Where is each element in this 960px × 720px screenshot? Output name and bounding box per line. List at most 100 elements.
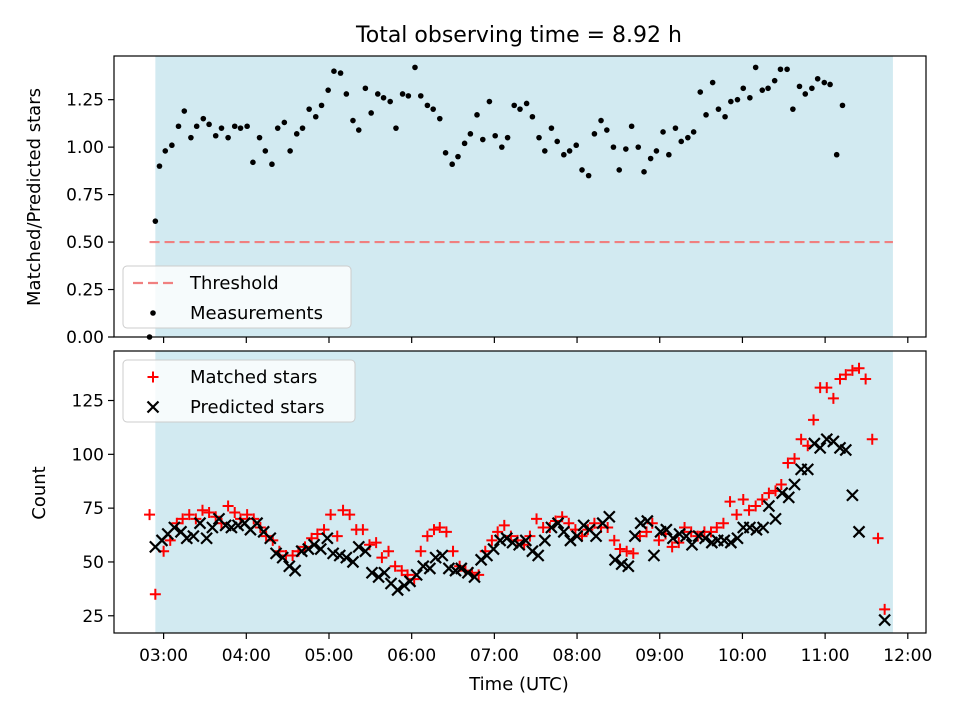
top-measurements-point [771,77,778,84]
bottom-y-tick-label: 100 [72,445,104,465]
bottom-matched-stars-point [325,509,337,521]
top-measurements-point [666,151,672,158]
bottom-x-tick-label: 05:00 [304,646,353,666]
top-measurements-point [442,150,449,156]
top-measurements-point [350,117,356,124]
bottom-matched-stars-point [827,392,839,404]
x-axis-label: Time (UTC) [468,674,569,695]
bottom-predicted-stars-point [660,523,673,536]
bottom-matched-stars-point [614,543,626,555]
top-measurements-point [299,125,306,131]
bottom-predicted-stars-point [603,510,616,524]
top-legend-box [122,265,352,329]
top-measurements-point [486,98,493,105]
top-measurements-point [169,142,175,149]
bottom-matched-stars-point [608,534,620,546]
top-measurements-point [325,87,331,93]
top-measurements-point [218,125,225,131]
bottom-predicted-stars-point [622,559,635,573]
top-measurements-point [455,153,461,160]
bottom-x-tick-label: 04:00 [222,646,271,666]
bottom-matched-stars-point [782,457,794,469]
bottom-matched-stars-point [383,545,395,557]
top-measurements-point [827,81,833,88]
bottom-matched-stars-point [879,603,891,615]
bottom-predicted-stars-point [435,549,449,562]
top-measurements-point [237,125,244,131]
top-measurements-point [678,138,685,145]
bottom-matched-stars-point [621,545,633,557]
bottom-matched-stars-point [229,506,241,518]
top-measurements-point [467,131,474,137]
bottom-matched-stars-point [588,517,600,529]
bottom-predicted-stars-point [545,521,558,534]
top-measurements-point [430,106,436,112]
bottom-predicted-stars-point [314,542,327,556]
top-measurements-point [765,85,771,92]
bottom-predicted-stars-point [756,521,770,534]
bottom-matched-stars-point [447,545,459,557]
top-measurements-point [380,94,387,101]
bottom-predicted-stars-point [762,499,776,513]
top-measurements-point [436,115,443,122]
bottom-matched-stars-point [357,524,369,536]
bottom-matched-stars-point [679,522,691,534]
top-measurements-point [833,151,840,158]
top-measurements-point [610,144,617,150]
bottom-predicted-stars-point [551,516,565,530]
top-measurements-point [536,134,542,141]
bottom-matched-stars-point [149,588,161,600]
bottom-predicted-stars-point [641,514,654,528]
bottom-matched-stars-point [724,496,736,508]
top-y-tick-label: 0.00 [66,328,104,348]
bottom-matched-stars-point [795,433,807,445]
top-measurements-point [740,85,747,92]
top-measurements-point [517,106,523,112]
bottom-predicted-stars-point [557,525,571,539]
top-measurements-point [244,123,250,130]
bottom-predicted-stars-point [589,529,603,543]
top-measurements-point [374,91,381,97]
top-measurements-point [604,127,610,133]
top-measurements-point [685,134,691,141]
top-measurements-point [542,148,548,154]
top-measurements-point [548,125,555,131]
bottom-x-tick-label: 08:00 [553,646,602,666]
top-measurements-point [591,131,598,137]
bottom-matched-stars-point [428,524,440,536]
bottom-matched-stars-point [866,433,878,445]
bottom-predicted-stars-point [628,529,642,543]
top-measurements-point [579,167,585,173]
top-measurements-point [387,98,393,105]
top-measurements-point [523,100,530,107]
bottom-predicted-stars-point [423,562,437,575]
top-measurements-point [274,125,281,131]
top-y-axis-label: Matched/Predicted stars [24,88,45,306]
bottom-matched-stars-point [821,382,833,394]
top-y-tick-label: 1.00 [66,138,104,158]
top-measurements-point [368,110,374,116]
top-measurements-point [616,167,623,173]
top-measurements-point [499,144,505,150]
top-measurements-point [181,108,188,114]
figure-title: Total observing time = 8.92 h [355,23,682,48]
bottom-matched-stars-point [241,509,253,521]
top-measurements-point [623,146,629,152]
bottom-predicted-stars-point [487,542,500,556]
top-measurements-point [424,102,431,109]
bottom-predicted-stars-point [512,538,526,552]
top-measurements-point [802,91,809,97]
bottom-predicted-stars-point [685,538,699,552]
top-measurements-point [293,131,300,137]
bottom-y-tick-label: 25 [82,607,104,627]
bottom-matched-stars-point [344,509,356,521]
top-measurements-point [188,134,194,141]
bottom-predicted-stars-point [666,532,680,545]
top-measurements-point [461,140,468,147]
top-measurements-point [318,102,325,109]
bottom-matched-stars-point [731,509,743,521]
bottom-legend-predicted-stars-label: Predicted stars [190,397,324,418]
top-measurements-point [561,151,567,158]
top-y-tick-label: 0.25 [66,281,104,301]
